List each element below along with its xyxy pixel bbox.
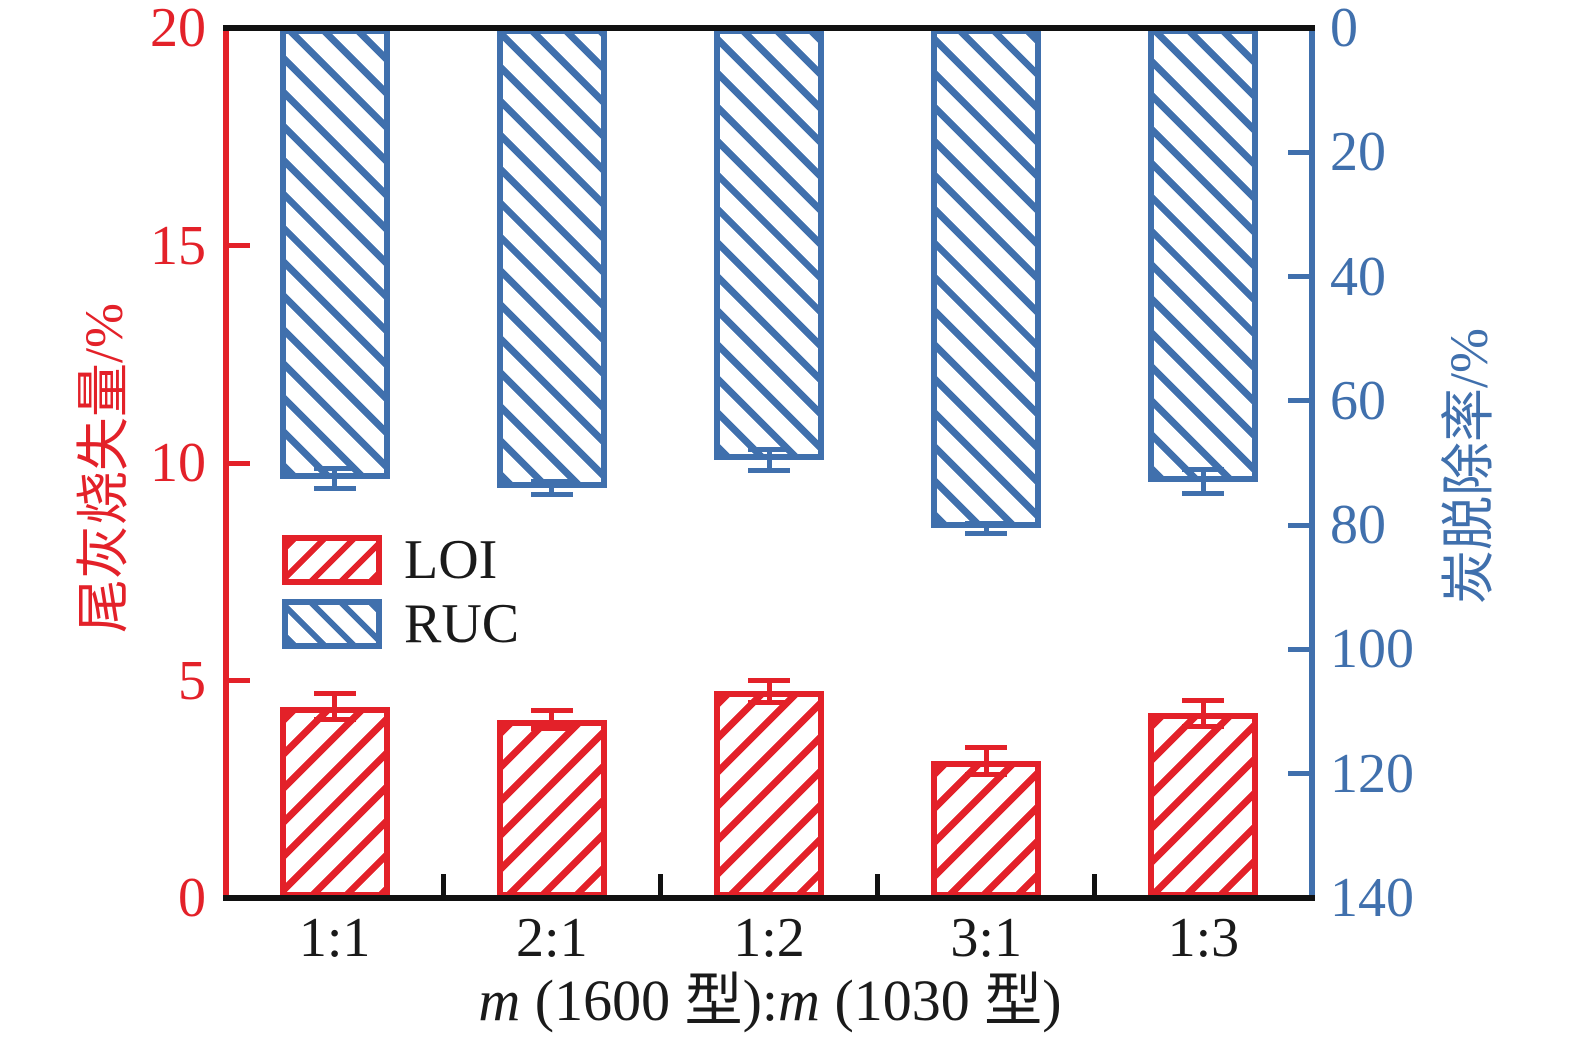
legend-label-loi: LOI xyxy=(404,529,498,591)
left-axis-tick-label: 15 xyxy=(150,214,206,277)
right-axis-tick xyxy=(1288,522,1312,528)
ruc-error-bar-cap xyxy=(313,466,356,472)
loi-error-bar-cap xyxy=(965,771,1008,777)
legend: LOI RUC xyxy=(282,529,520,663)
x-axis-tick xyxy=(657,874,663,898)
ruc-bar xyxy=(279,28,390,479)
loi-bar xyxy=(714,691,824,898)
loi-error-bar-line xyxy=(332,693,338,720)
ruc-error-bar-line xyxy=(549,481,555,495)
loi-error-bar-cap xyxy=(748,678,790,683)
x-axis-tick-label: 1:2 xyxy=(733,907,805,969)
x-axis-tick xyxy=(1092,874,1098,898)
right-axis-tick xyxy=(1288,274,1312,280)
x-title-italic-segment: m xyxy=(478,968,521,1033)
right-axis-tick xyxy=(1288,149,1312,155)
right-axis-tick-label: 60 xyxy=(1330,369,1386,432)
ruc-bar xyxy=(714,28,824,460)
x-axis-tick-label: 1:3 xyxy=(1167,907,1240,969)
loi-error-bar-cap xyxy=(530,708,573,714)
right-axis-tick xyxy=(1288,398,1312,404)
x-title-segment: (1600 型): xyxy=(520,968,779,1033)
right-axis-tick-label: 0 xyxy=(1330,0,1358,59)
ruc-error-bar-cap xyxy=(965,520,1008,526)
x-axis-tick-label: 1:1 xyxy=(298,907,371,969)
right-axis-tick-label: 40 xyxy=(1330,245,1386,308)
right-axis-tick-label: 100 xyxy=(1330,618,1414,681)
plot-border-right xyxy=(1309,25,1315,901)
x-axis-tick xyxy=(875,874,881,898)
loi-error-bar-cap xyxy=(530,725,573,731)
legend-item-ruc: RUC xyxy=(282,593,520,655)
legend-item-loi: LOI xyxy=(282,529,519,591)
ruc-hatch-swatch xyxy=(282,599,382,649)
loi-error-bar-cap xyxy=(313,691,356,697)
loi-error-bar-line xyxy=(549,710,555,729)
x-axis-tick xyxy=(440,874,446,898)
ruc-error-bar-cap xyxy=(1182,490,1225,496)
x-axis-tick-label: 2:1 xyxy=(516,907,588,969)
ruc-error-bar-cap xyxy=(530,492,573,498)
x-title-segment: (1030 型) xyxy=(819,968,1062,1033)
loi-error-bar-cap xyxy=(1182,723,1225,729)
plot-border-left xyxy=(223,25,229,901)
loi-error-bar-cap xyxy=(1182,697,1225,703)
left-axis-tick-label: 20 xyxy=(150,0,206,59)
left-axis-title: 尾灰烧失量/% xyxy=(74,303,134,633)
ruc-error-bar-line xyxy=(332,468,338,489)
loi-error-bar-cap xyxy=(313,717,356,723)
legend-label-ruc: RUC xyxy=(404,593,520,655)
ruc-error-bar-line xyxy=(766,449,772,471)
loi-hatch-swatch xyxy=(282,535,382,585)
ruc-error-bar-cap xyxy=(530,478,573,484)
x-axis-title: m (1600 型):m (1030 型) xyxy=(478,972,1061,1030)
loi-bar xyxy=(931,760,1042,898)
loi-bar xyxy=(279,706,390,898)
plot-border-top xyxy=(223,25,1315,31)
x-title-italic-segment: m xyxy=(778,968,820,1033)
ruc-error-bar-cap xyxy=(313,485,356,491)
ruc-error-bar-cap xyxy=(965,530,1008,536)
left-axis-tick xyxy=(226,243,250,248)
left-axis-tick-label: 0 xyxy=(178,867,206,929)
left-axis-tick xyxy=(226,678,250,683)
plot-border-bottom xyxy=(223,895,1315,901)
loi-bar xyxy=(496,719,607,898)
right-axis-tick-label: 80 xyxy=(1330,494,1386,557)
right-axis-tick-label: 120 xyxy=(1330,742,1414,805)
left-axis-tick-label: 10 xyxy=(150,432,206,494)
loi-error-bar-cap xyxy=(748,699,790,705)
ruc-error-bar-cap xyxy=(1182,467,1225,473)
ruc-bar xyxy=(496,28,607,488)
x-axis-tick-label: 3:1 xyxy=(950,907,1022,969)
loi-error-bar-line xyxy=(983,747,989,775)
right-axis-tick-label: 20 xyxy=(1330,121,1386,184)
left-axis-tick-label: 5 xyxy=(178,649,206,712)
ruc-bar xyxy=(1148,28,1259,482)
loi-error-bar-line xyxy=(766,680,772,703)
ruc-error-bar-line xyxy=(983,523,989,534)
right-axis-tick xyxy=(1288,771,1312,777)
loi-error-bar-cap xyxy=(965,745,1008,751)
left-axis-tick xyxy=(226,460,250,466)
right-axis-tick xyxy=(1288,646,1312,652)
right-axis-title: 炭脱除率/% xyxy=(1439,328,1499,604)
ruc-error-bar-line xyxy=(1200,469,1206,494)
ruc-error-bar-cap xyxy=(748,446,790,452)
ruc-error-bar-cap xyxy=(748,467,790,473)
right-axis-tick-label: 140 xyxy=(1330,867,1414,929)
ruc-bar xyxy=(931,28,1042,529)
loi-error-bar-line xyxy=(1200,700,1206,727)
loi-bar xyxy=(1148,713,1259,898)
